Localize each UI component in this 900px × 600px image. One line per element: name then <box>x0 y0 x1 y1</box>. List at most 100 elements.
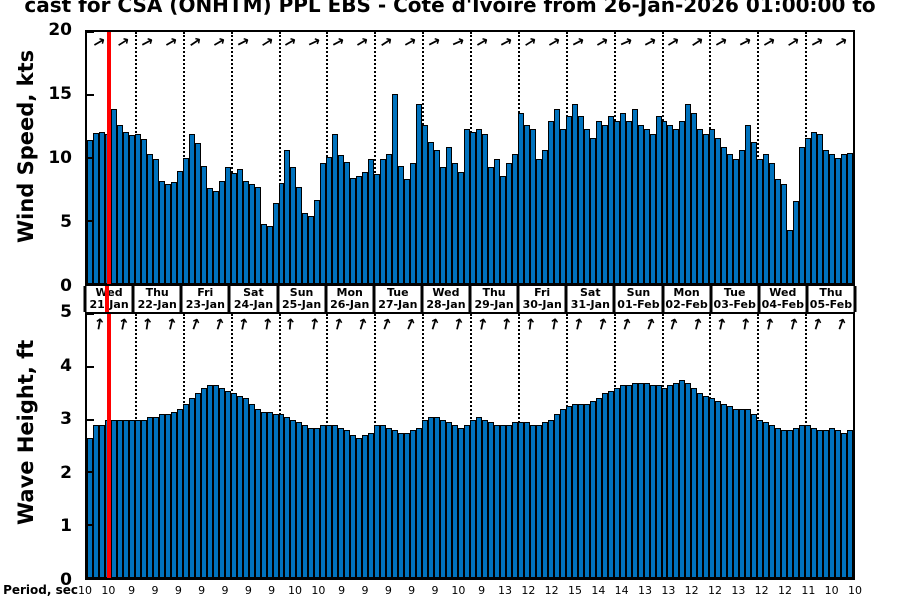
day-boundary-tick <box>468 286 472 312</box>
wave-height-bar <box>775 427 782 578</box>
wave-height-bar <box>751 414 758 578</box>
wave-height-bar <box>164 414 171 578</box>
y-tick-label: 10 <box>48 148 72 168</box>
period-value: 9 <box>174 584 182 597</box>
wind-speed-bar <box>122 131 129 284</box>
day-of-week: Tue <box>387 286 409 299</box>
period-value: 13 <box>498 584 512 597</box>
day-boundary-tick <box>709 286 713 312</box>
wind-direction-arrow-icon: → <box>89 31 109 53</box>
day-boundary-tick <box>227 286 231 312</box>
period-value: 12 <box>521 584 536 597</box>
wave-direction-arrow-icon: → <box>830 315 852 333</box>
day-boundary-tick <box>372 286 376 312</box>
day-of-week: Thu <box>482 286 506 299</box>
day-of-week: Sat <box>580 286 601 299</box>
wave-height-chart: → → → → → → → → → → → → → → → → → → → → → → → → → → → → → → → → <box>85 312 855 580</box>
period-value: 10 <box>288 584 302 597</box>
wind-speed-bar <box>440 166 447 284</box>
day-date: 24-Jan <box>233 298 274 311</box>
day-of-week: Sun <box>626 286 651 299</box>
wind-speed-bar <box>182 158 189 284</box>
wave-direction-arrow-icon: → <box>208 315 230 333</box>
y-tick-label: 2 <box>60 462 72 483</box>
wave-height-bar <box>98 424 105 578</box>
y-tick-label: 5 <box>60 212 72 232</box>
day-of-week: Mon <box>673 286 700 299</box>
day-date: 31-Jan <box>570 298 610 311</box>
wave-height-bar <box>116 419 123 578</box>
wind-speed-bar <box>823 150 830 284</box>
wave-height-bar <box>410 430 417 578</box>
wind-speed-bar <box>595 121 602 284</box>
wave-height-bar <box>356 438 363 578</box>
wind-speed-bar <box>200 165 207 284</box>
wave-height-bar <box>601 393 608 578</box>
wave-height-bar <box>248 403 255 578</box>
wave-height-bar <box>529 424 536 578</box>
day-date: 29-Jan <box>474 298 514 311</box>
wave-height-bar <box>607 390 614 578</box>
y-tickmark <box>87 283 94 285</box>
wave-height-bar <box>505 424 512 578</box>
wave-direction-arrow-icon: → <box>638 314 661 334</box>
wind-speed-bar <box>739 150 746 284</box>
day-label: Sat 31-Jan <box>566 287 614 311</box>
day-label: Sun 25-Jan <box>278 287 326 311</box>
wave-height-bar <box>350 435 357 578</box>
period-value: 10 <box>451 584 466 597</box>
wind-direction-arrow-icon: → <box>208 31 229 53</box>
period-value: 12 <box>708 584 722 597</box>
wave-direction-arrow-icon: → <box>423 315 445 333</box>
y-tickmark <box>87 313 94 315</box>
wave-height-bar <box>679 380 686 578</box>
wave-height-bar <box>332 424 339 578</box>
wave-height-bar <box>446 422 453 578</box>
wind-speed-bar <box>428 141 435 284</box>
wind-speed-bar <box>260 223 267 284</box>
wave-height-bar <box>589 401 596 578</box>
wave-direction-arrow-icon: → <box>687 315 708 333</box>
wind-speed-bar <box>649 134 656 284</box>
wind-direction-arrow-icon: → <box>160 31 181 53</box>
wind-direction-arrow-icon: → <box>759 31 780 53</box>
wave-height-bar <box>799 424 806 578</box>
period-value: 9 <box>408 584 416 597</box>
wave-height-bar <box>841 432 848 578</box>
wind-speed-bar <box>272 203 279 284</box>
day-label: Sun 01-Feb <box>614 287 662 311</box>
period-row: Period, sec 10 10 9 9 9 9 9 9 9 10 10 9 9 9 9 9 10 9 13 12 1… <box>0 583 900 599</box>
y-tickmark <box>87 31 94 33</box>
day-label: Fri 23-Jan <box>181 287 229 311</box>
y-tick-label: 1 <box>60 516 72 537</box>
wind-speed-bar <box>416 103 423 284</box>
period-value: 10 <box>78 584 92 597</box>
day-date: 25-Jan <box>281 298 322 311</box>
wind-speed-bar <box>350 178 357 284</box>
day-date: 02-Feb <box>665 298 708 311</box>
wave-direction-arrow-icon: → <box>399 314 421 334</box>
wind-speed-bar <box>673 129 680 284</box>
period-value: 9 <box>478 584 486 597</box>
wave-height-bar <box>122 419 129 578</box>
day-gridline <box>230 32 233 284</box>
wave-axis-label: Wave Height, ft <box>14 339 38 525</box>
wind-speed-bar <box>248 184 255 284</box>
period-value: 12 <box>684 584 699 597</box>
wind-speed-bar <box>481 134 488 284</box>
wind-speed-bar <box>637 125 644 284</box>
wave-height-bar <box>470 419 476 578</box>
wind-speed-bar <box>320 163 327 284</box>
period-value: 10 <box>311 584 326 597</box>
wind-speed-bar <box>140 139 147 284</box>
wave-direction-arrow-icon: → <box>351 315 373 333</box>
wave-height-bar <box>344 430 351 578</box>
wind-speed-bar <box>434 150 441 284</box>
wave-height-bar <box>571 403 578 578</box>
wave-height-bar <box>416 427 423 578</box>
wave-height-bar <box>290 419 297 578</box>
wind-speed-bar <box>709 129 716 284</box>
wind-speed-bar <box>625 121 632 284</box>
wave-height-bar <box>493 424 500 578</box>
